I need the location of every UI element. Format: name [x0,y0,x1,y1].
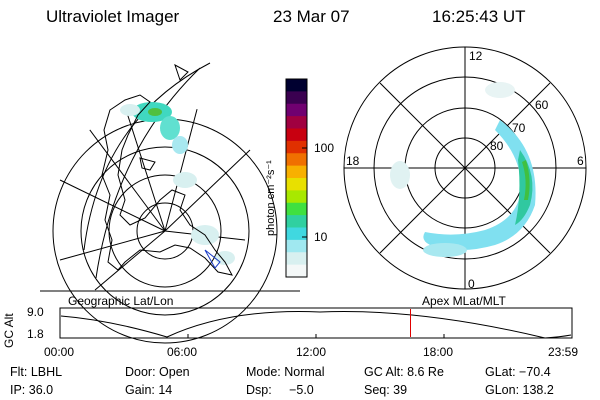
xtick-0600: 06:00 [167,345,198,359]
mlt-label-6: 6 [577,154,584,168]
mlat-label-80: 80 [490,139,504,153]
colorbar-segment [286,116,307,129]
aurora-oval-right [390,82,536,257]
colorbar-segment [286,252,307,266]
apex-label: Apex MLat/MLT [422,294,506,308]
colorbar-tick-100: 100 [314,141,335,155]
xtick-0000: 00:00 [44,345,75,359]
time-label: 16:25:43 UT [432,7,526,26]
mlat-label-70: 70 [512,121,526,135]
colorbar-unit-label: photon cm⁻²s⁻¹ [265,160,277,236]
timeline-ytick-low: 1.8 [27,327,44,341]
colorbar-segment [286,103,307,117]
colorbar-segment [286,79,307,92]
colorbar-segment [286,178,307,191]
mlt-label-0: 0 [468,277,475,291]
colorbar-segment [286,264,307,278]
mlt-label-18: 18 [346,154,360,168]
instrument-title: Ultraviolet Imager [46,7,180,26]
xtick-1200: 12:00 [296,345,327,359]
mode-info: Mode: Normal [246,365,325,379]
colorbar-segment [286,239,307,253]
geographic-label: Geographic Lat/Lon [68,294,174,308]
aurora-emission-left [120,102,235,265]
ip-info: IP: 36.0 [10,383,54,397]
gc-alt-info: GC Alt: 8.6 Re [364,365,444,379]
timeline-ytick-high: 9.0 [27,305,44,319]
dsp-info: Dsp: −5.0 [246,383,314,397]
xtick-2359: 23:59 [548,345,579,359]
colorbar-segment [286,190,307,204]
colorbar-segment [286,165,307,179]
colorbar-segment [286,128,307,142]
mlat-label-60: 60 [535,98,549,112]
glon-info: GLon: 138.2 [485,383,554,397]
colorbar-segment [286,140,307,154]
colorbar: photon cm⁻²s⁻¹ [265,78,308,278]
colorbar-segment [286,202,307,216]
xtick-1800: 18:00 [423,345,454,359]
filter-info: Flt: LBHL [10,365,63,379]
colorbar-segment [286,215,307,228]
gain-info: Gain: 14 [125,383,173,397]
colorbar-segment [286,91,307,105]
door-info: Door: Open [125,365,190,379]
glat-info: GLat: −70.4 [485,365,551,379]
colorbar-segment [286,227,307,241]
colorbar-tick-10: 10 [314,230,328,244]
seq-info: Seq: 39 [364,383,408,397]
mlt-label-12: 12 [469,49,483,63]
colorbar-segment [286,153,307,167]
date-label: 23 Mar 07 [273,7,350,26]
